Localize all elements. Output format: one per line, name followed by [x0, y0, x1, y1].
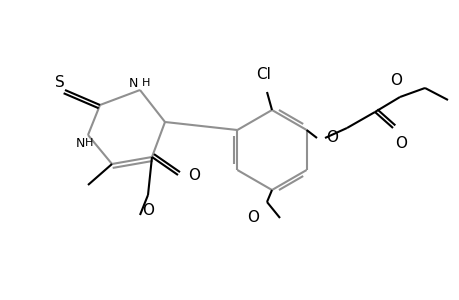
Text: O: O [394, 136, 406, 151]
Text: H: H [85, 138, 93, 148]
Text: O: O [389, 73, 401, 88]
Text: N: N [129, 76, 138, 89]
Text: N: N [75, 136, 85, 149]
Text: O: O [142, 203, 154, 218]
Text: O: O [325, 130, 337, 145]
Text: O: O [188, 167, 200, 182]
Text: S: S [55, 75, 65, 90]
Text: Cl: Cl [256, 67, 271, 82]
Text: O: O [246, 210, 258, 225]
Text: H: H [142, 78, 150, 88]
